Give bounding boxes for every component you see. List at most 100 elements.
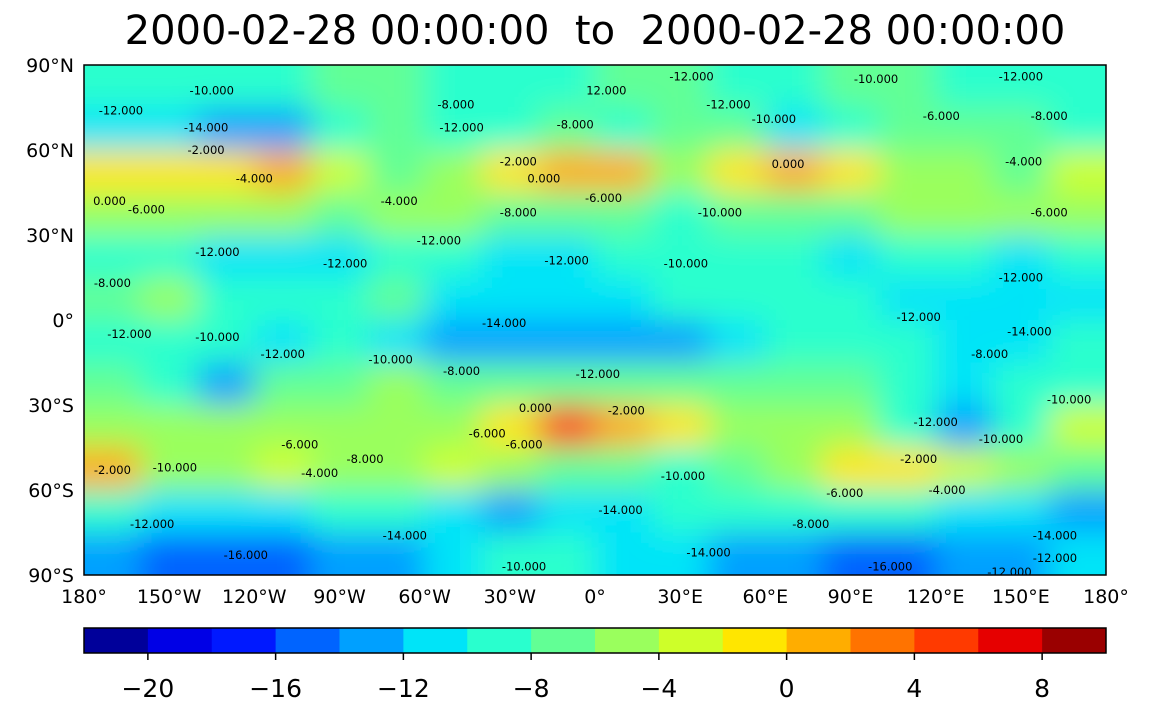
x-tick-label: 150°W [137,586,202,608]
field-cell [992,235,1051,279]
contour-label: -14.000 [482,316,526,330]
field-cell [765,447,824,491]
contour-label: 0.000 [527,171,560,185]
contour-label: -8.000 [557,118,594,132]
field-cell [595,362,653,406]
contour-label: -4.000 [928,483,965,497]
field-cell [595,65,653,109]
contour-label: -8.000 [500,205,537,219]
field-cell [765,65,824,109]
field-cell [878,362,937,406]
field-cell [311,150,369,194]
field-cell [878,532,937,575]
contour-label: -14.000 [383,528,427,542]
field-cell [822,490,880,534]
field-cell [708,447,767,491]
contour-label: -12.000 [669,69,713,83]
field-cell [822,362,880,406]
field-cell [367,362,426,406]
field-cell [878,107,937,151]
contour-label: -12.000 [439,120,483,134]
colorbar-swatch [339,628,404,653]
field-cell [1049,320,1106,364]
x-tick-label: 30°W [484,586,537,608]
field-cell [140,532,199,575]
contour-label: -2.000 [94,463,131,477]
field-cell [481,490,540,534]
contour-label: -14.000 [184,120,228,134]
field-cell [935,277,994,321]
field-cell [84,362,142,406]
field-cell [311,490,369,534]
field-cell [595,277,653,321]
colorbar-tick-label: −12 [377,674,430,703]
contour-label: -12.000 [99,103,143,117]
contour-label: -6.000 [469,426,506,440]
field-cell [765,235,824,279]
field-cell [765,320,824,364]
contour-label: -10.000 [979,432,1023,446]
colorbar-swatch [531,628,596,653]
contour-label: -12.000 [999,271,1043,285]
field-cell [424,65,483,109]
field-cell [254,235,313,279]
field-cell [84,532,142,575]
contour-label: -10.000 [854,72,898,86]
field-cell [935,447,994,491]
field-cell [197,320,256,364]
field-cell [1049,532,1106,575]
colorbar-swatch [147,628,213,653]
colorbar-swatch [467,628,532,653]
field-cell [1049,235,1106,279]
field-cell [84,192,142,236]
field-cell [708,107,767,151]
field-cell [538,192,596,236]
field-cell [254,192,313,236]
colorbar-tick-label: −4 [640,674,677,703]
contour-label: -10.000 [661,469,705,483]
contour-label: -10.000 [190,84,234,98]
field-cell [254,320,313,364]
x-tick-label: 150°E [992,586,1050,608]
field-cell [765,150,824,194]
field-cell [481,277,540,321]
field-cell [708,405,767,449]
contour-label: -6.000 [1031,205,1068,219]
y-tick-label: 30°N [26,225,74,247]
field-cell [651,447,710,491]
field-cell [254,150,313,194]
field-cell [878,320,937,364]
contour-label: -4.000 [236,171,273,185]
contour-label: -8.000 [971,347,1008,361]
field-cell [538,320,596,364]
colorbar-swatch [595,628,660,653]
field-cell [651,320,710,364]
contour-label: -14.000 [1007,324,1051,338]
field-cell [140,277,199,321]
field-cell [367,65,426,109]
field-cell [311,192,369,236]
field-cell [651,65,710,109]
field-cell [140,235,199,279]
field-cell [367,150,426,194]
field-cell [197,362,256,406]
x-tick-label: 120°W [222,586,287,608]
field-cell [424,362,483,406]
field-cell [1049,447,1106,491]
field-cell [765,192,824,236]
contour-label: -10.000 [368,353,412,367]
contour-label: -2.000 [500,154,537,168]
field-cell [84,277,142,321]
contour-label: 12.000 [586,84,626,98]
colorbar-swatch [914,628,979,653]
contour-label: -10.000 [752,112,796,126]
field-cell [1049,65,1106,109]
field-cell [878,490,937,534]
field-cell [1049,107,1106,151]
field-cell [140,192,199,236]
field-cell [708,192,767,236]
field-cell [538,107,596,151]
field-cell [878,65,937,109]
contour-label: -8.000 [443,364,480,378]
